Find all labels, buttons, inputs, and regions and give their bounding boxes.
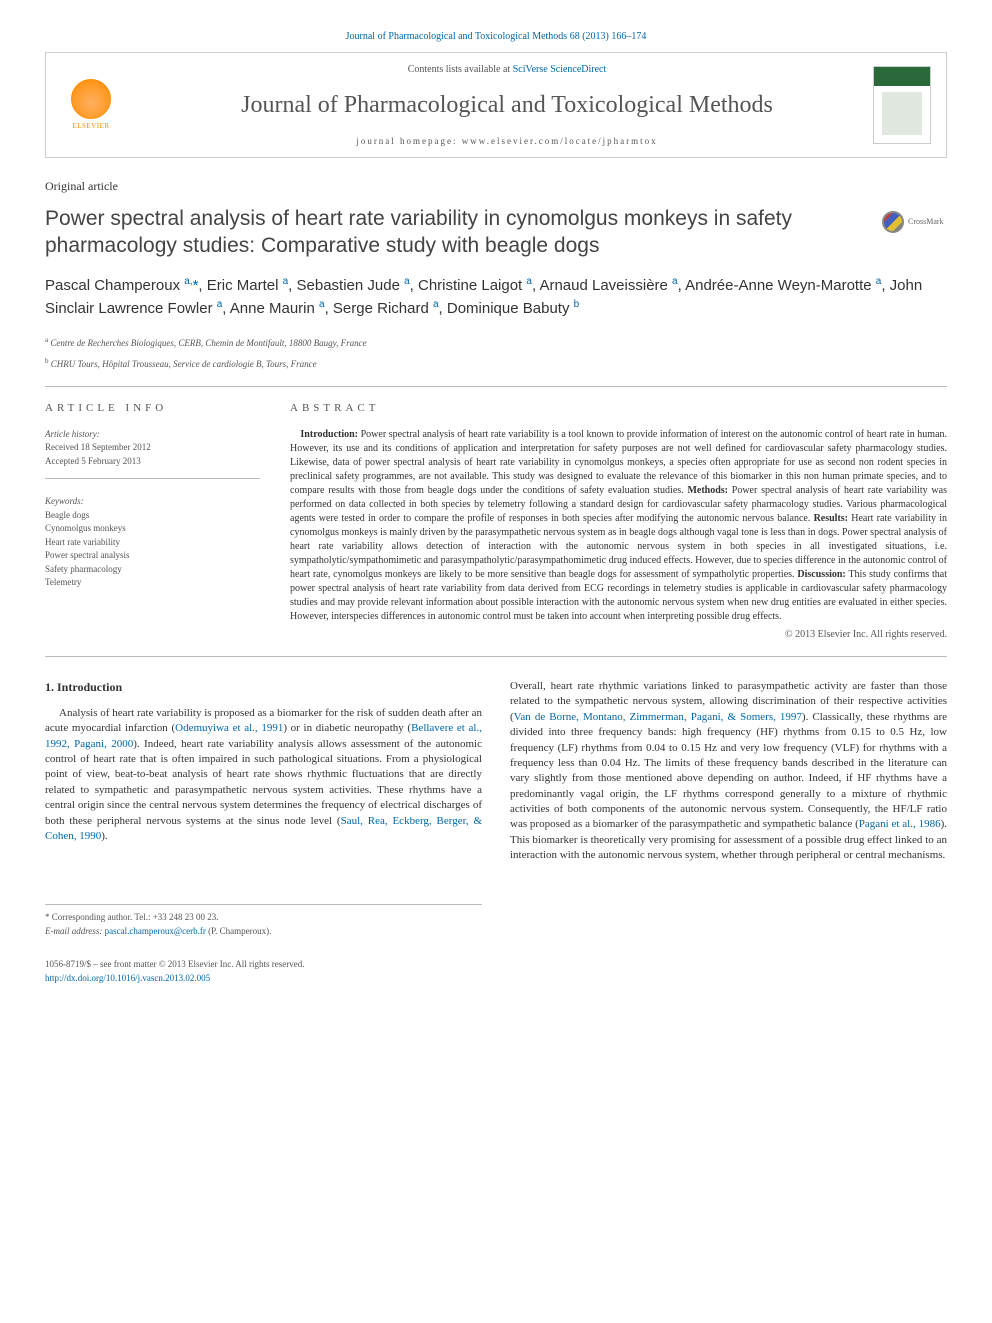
body-text: ) or in diabetic neuropathy ( [283, 722, 411, 734]
contents-line: Contents lists available at SciVerse Sci… [141, 63, 873, 77]
body-text: ). [101, 830, 107, 842]
email-suffix: (P. Champeroux). [206, 926, 272, 936]
affil-text-b: CHRU Tours, Hôpital Trousseau, Service d… [51, 359, 317, 369]
contents-prefix: Contents lists available at [408, 64, 513, 75]
front-matter-line: 1056-8719/$ – see front matter © 2013 El… [45, 958, 482, 972]
body-paragraph: Overall, heart rate rhythmic variations … [510, 679, 947, 864]
abstract-intro-head: Introduction: [300, 429, 358, 440]
affil-sup-b: b [45, 357, 49, 365]
citation-link[interactable]: Odemuyiwa et al., 1991 [175, 722, 283, 734]
email-link[interactable]: pascal.champeroux@cerb.fr [105, 926, 206, 936]
article-history: Article history: Received 18 September 2… [45, 428, 260, 480]
homepage-prefix: journal homepage: [356, 136, 461, 146]
article-info-label: ARTICLE INFO [45, 401, 260, 416]
author-list: Pascal Champeroux a,*, Eric Martel a, Se… [45, 274, 947, 321]
running-header: Journal of Pharmacological and Toxicolog… [45, 30, 947, 44]
body-paragraph: Analysis of heart rate variability is pr… [45, 706, 482, 845]
keyword: Power spectral analysis [45, 549, 260, 563]
citation-link[interactable]: Pagani et al., 1986 [859, 818, 941, 830]
journal-title: Journal of Pharmacological and Toxicolog… [141, 89, 873, 123]
abstract-label: ABSTRACT [290, 401, 947, 416]
footer-copyright: 1056-8719/$ – see front matter © 2013 El… [45, 958, 482, 985]
keyword: Heart rate variability [45, 536, 260, 550]
affil-sup-a: a [45, 336, 48, 344]
abstract-copyright: © 2013 Elsevier Inc. All rights reserved… [290, 628, 947, 642]
crossmark-label: CrossMark [908, 216, 944, 227]
keyword: Safety pharmacology [45, 563, 260, 577]
keywords-block: Keywords: Beagle dogs Cynomolgus monkeys… [45, 495, 260, 600]
affiliations: a Centre de Recherches Biologiques, CERB… [45, 335, 947, 372]
journal-cover-thumbnail [873, 66, 931, 144]
body-text: ). Indeed, heart rate variability analys… [45, 738, 482, 827]
elsevier-label: ELSEVIER [72, 122, 109, 132]
section-heading: 1. Introduction [45, 679, 482, 696]
received-date: Received 18 September 2012 [45, 441, 260, 455]
running-header-link[interactable]: Journal of Pharmacological and Toxicolog… [346, 31, 647, 42]
keyword: Telemetry [45, 576, 260, 590]
elsevier-tree-icon [71, 79, 111, 119]
keyword: Cynomolgus monkeys [45, 522, 260, 536]
abstract-methods-head: Methods: [687, 485, 728, 496]
homepage-url[interactable]: www.elsevier.com/locate/jpharmtox [462, 136, 658, 146]
email-label: E-mail address: [45, 926, 105, 936]
body-text: ). Classically, these rhythms are divide… [510, 711, 947, 831]
corr-author-line: * Corresponding author. Tel.: +33 248 23… [45, 911, 482, 925]
elsevier-logo: ELSEVIER [61, 73, 121, 138]
keyword: Beagle dogs [45, 509, 260, 523]
accepted-date: Accepted 5 February 2013 [45, 455, 260, 469]
article-type: Original article [45, 178, 947, 195]
abstract-text: Introduction: Power spectral analysis of… [290, 428, 947, 624]
doi-link[interactable]: http://dx.doi.org/10.1016/j.vascn.2013.0… [45, 973, 210, 983]
divider [45, 386, 947, 387]
article-title: Power spectral analysis of heart rate va… [45, 205, 867, 260]
citation-link[interactable]: Van de Borne, Montano, Zimmerman, Pagani… [514, 711, 802, 723]
abstract-discussion-head: Discussion: [797, 569, 845, 580]
crossmark-icon [882, 211, 904, 233]
divider [45, 656, 947, 657]
homepage-line: journal homepage: www.elsevier.com/locat… [141, 135, 873, 148]
crossmark-widget[interactable]: CrossMark [882, 205, 947, 233]
abstract-results-head: Results: [814, 513, 848, 524]
journal-banner: ELSEVIER Contents lists available at Sci… [45, 52, 947, 158]
sciencedirect-link[interactable]: SciVerse ScienceDirect [513, 64, 607, 75]
affil-text-a: Centre de Recherches Biologiques, CERB, … [50, 338, 366, 348]
keywords-head: Keywords: [45, 495, 260, 509]
corresponding-author-footnote: * Corresponding author. Tel.: +33 248 23… [45, 904, 482, 938]
history-head: Article history: [45, 428, 260, 442]
